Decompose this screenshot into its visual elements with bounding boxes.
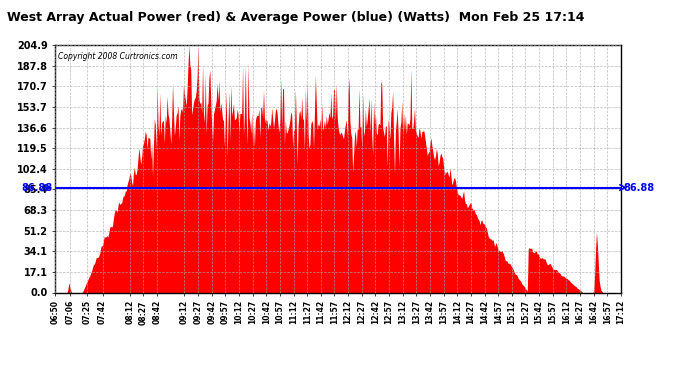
Text: 86.88: 86.88 [624, 183, 655, 192]
Text: Copyright 2008 Curtronics.com: Copyright 2008 Curtronics.com [58, 53, 177, 62]
Text: 86.88: 86.88 [21, 183, 52, 192]
Text: West Array Actual Power (red) & Average Power (blue) (Watts)  Mon Feb 25 17:14: West Array Actual Power (red) & Average … [7, 11, 584, 24]
